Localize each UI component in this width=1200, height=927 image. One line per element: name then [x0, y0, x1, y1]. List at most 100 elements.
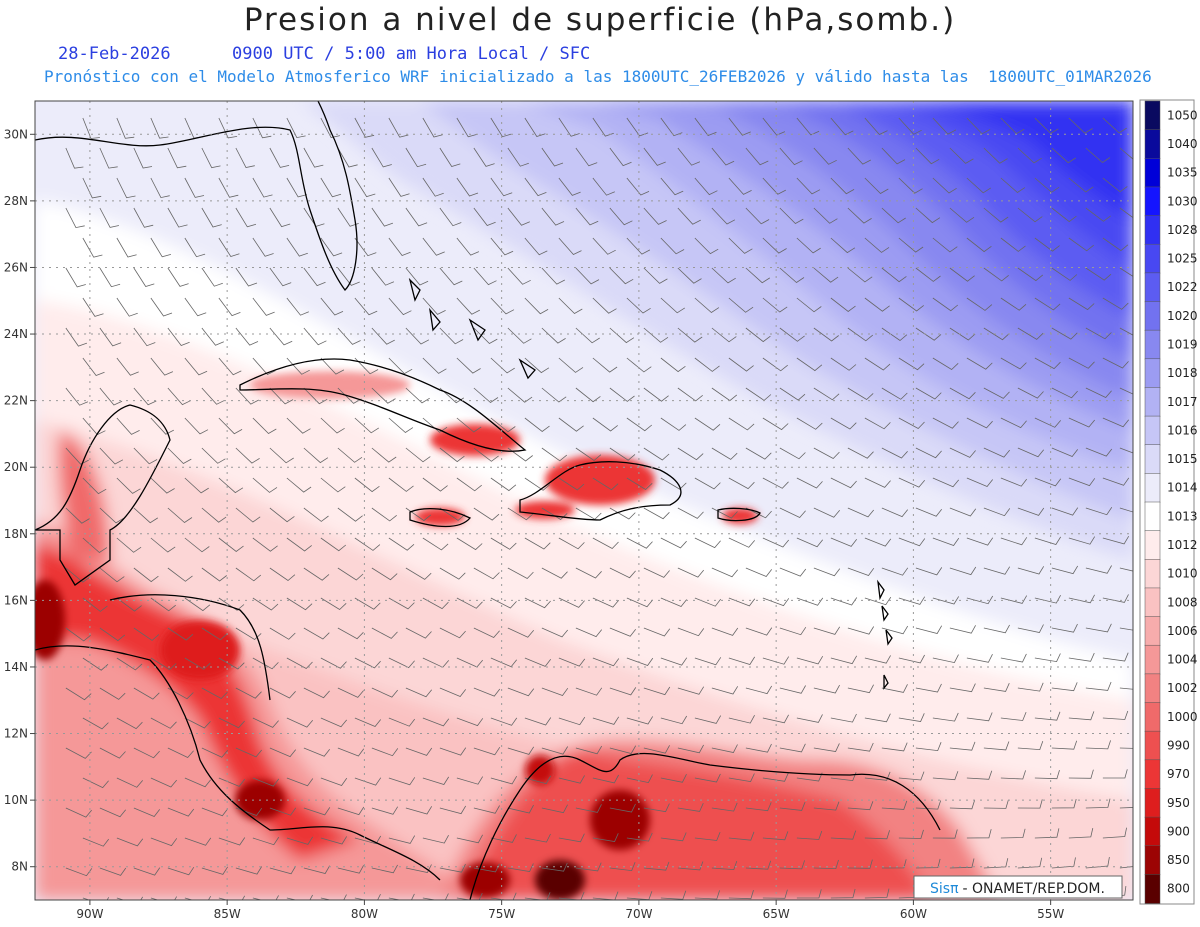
wind-barb	[337, 627, 364, 640]
wind-barb	[422, 835, 449, 844]
wind-barb	[694, 357, 720, 372]
wind-barb	[541, 207, 565, 226]
wind-barb	[65, 447, 89, 465]
wind-barb	[269, 147, 290, 168]
colorbar-legend: 1050 1040 1035 1030 1028 1025 1022 1020 1019 1018…	[1139, 99, 1198, 905]
wind-barb	[201, 147, 221, 169]
wind-barb	[99, 627, 126, 642]
wind-barb	[541, 327, 566, 344]
wind-barb	[983, 683, 1010, 692]
wind-barb	[354, 237, 377, 257]
colorbar-level: 1000	[1167, 710, 1198, 724]
wind-barb	[133, 507, 159, 524]
colorbar-swatch	[1144, 243, 1161, 274]
wind-barb	[201, 866, 229, 875]
wind-barb	[490, 477, 517, 492]
wind-barb	[456, 237, 480, 256]
latitude-labels: 30N 28N 26N 24N 22N 20N 18N 16N 14N 12N 10N 8N	[4, 127, 28, 873]
wind-barb	[1102, 477, 1130, 486]
wind-barb	[796, 357, 823, 372]
lon-label: 55W	[1037, 907, 1064, 921]
wind-barb	[473, 746, 501, 756]
wind-barb	[354, 297, 378, 316]
wind-barb	[966, 417, 993, 429]
colorbar-level: 1004	[1167, 653, 1198, 667]
wind-barb	[371, 507, 397, 522]
colorbar-swatch	[1144, 816, 1161, 847]
wind-barb	[371, 687, 399, 698]
wind-barb	[456, 477, 482, 492]
wind-barb	[881, 327, 908, 342]
wind-barb	[116, 297, 138, 317]
wind-barb	[456, 597, 483, 609]
wind-barb	[643, 861, 670, 871]
wind-barb	[796, 830, 823, 840]
wind-barb	[779, 743, 806, 753]
wind-barb	[660, 597, 688, 607]
colorbar-level: 1006	[1167, 624, 1198, 638]
wind-barb	[745, 507, 772, 519]
wind-barb	[728, 117, 751, 136]
wind-barb	[1102, 297, 1129, 310]
wind-barb	[949, 858, 975, 869]
wind-barb	[201, 507, 227, 523]
wind-barb	[609, 387, 635, 402]
wind-barb	[643, 267, 668, 284]
wind-barb	[711, 802, 738, 812]
wind-barb	[711, 147, 735, 166]
wind-barb	[711, 447, 738, 460]
wind-barb	[1051, 798, 1077, 809]
wind-barb	[82, 177, 102, 199]
wind-barb	[371, 147, 392, 168]
wind-barb	[456, 892, 483, 900]
wind-barb	[1102, 237, 1129, 252]
wind-barb	[99, 447, 124, 465]
wind-barb	[745, 860, 772, 870]
wind-barb	[473, 805, 500, 814]
wind-barb	[966, 537, 994, 546]
wind-barb	[133, 447, 158, 465]
wind-barb	[558, 177, 581, 196]
wind-barb	[728, 537, 756, 548]
wind-barb	[507, 863, 534, 872]
wind-barb	[694, 237, 719, 255]
wind-barb	[677, 627, 705, 637]
wind-barb	[609, 147, 632, 167]
wind-barb	[847, 327, 874, 342]
wind-barb	[558, 477, 585, 491]
wind-barb	[456, 297, 480, 315]
wind-barb	[915, 507, 943, 517]
wind-barb	[524, 417, 550, 433]
wind-barb	[150, 417, 174, 435]
wind-barb	[1000, 537, 1028, 546]
wind-barb	[609, 507, 636, 520]
wind-barb	[762, 714, 789, 724]
wind-barb	[626, 417, 653, 432]
wind-barb	[303, 387, 328, 405]
wind-barb	[983, 858, 1009, 869]
wind-barb	[269, 267, 292, 287]
wind-barb	[99, 387, 123, 406]
wind-barb	[167, 147, 187, 169]
wind-barb	[252, 237, 274, 257]
wind-barb	[167, 866, 195, 876]
wind-barb	[1068, 297, 1095, 311]
wind-barb	[1085, 681, 1112, 691]
wind-barb	[1119, 747, 1133, 749]
wind-barb	[592, 716, 620, 725]
wind-barb	[1085, 147, 1111, 164]
wind-barb	[354, 117, 375, 138]
wind-barb	[82, 537, 108, 554]
wind-barb	[65, 207, 85, 229]
wind-barb	[1068, 536, 1096, 545]
colorbar-level: 1015	[1167, 452, 1198, 466]
wind-barb	[82, 597, 108, 612]
wind-barb	[405, 447, 431, 463]
wind-barb	[677, 803, 704, 812]
colorbar-swatch	[1144, 587, 1161, 618]
colorbar-swatch	[1144, 387, 1161, 417]
colorbar-swatch	[1144, 530, 1161, 561]
wind-barb	[592, 597, 620, 608]
wind-barb	[337, 806, 365, 816]
wind-barb	[286, 717, 314, 728]
